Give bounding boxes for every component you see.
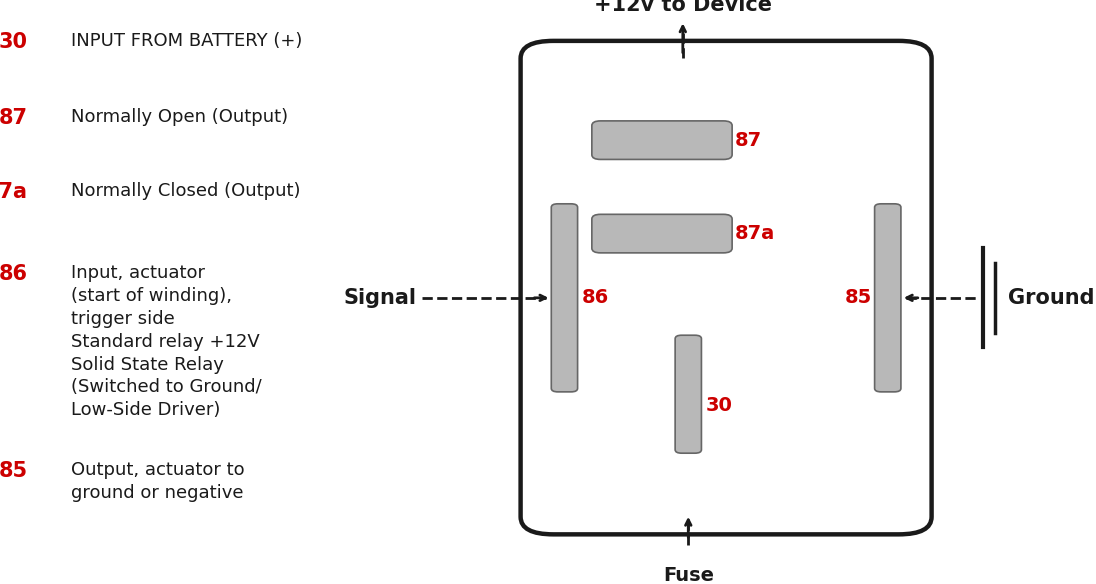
Text: Normally Closed (Output): Normally Closed (Output) [71, 182, 300, 200]
Text: 85: 85 [845, 288, 872, 307]
Text: +12v to Device: +12v to Device [594, 0, 772, 15]
FancyBboxPatch shape [592, 214, 732, 253]
Text: 86: 86 [582, 288, 609, 307]
Text: 87a: 87a [0, 182, 27, 202]
Text: Signal: Signal [343, 288, 416, 308]
Text: Ground: Ground [1008, 288, 1095, 308]
Text: 86: 86 [0, 264, 27, 284]
Text: 87a: 87a [734, 224, 775, 243]
Text: 85: 85 [0, 461, 27, 481]
FancyBboxPatch shape [592, 121, 732, 159]
FancyBboxPatch shape [875, 204, 901, 392]
FancyBboxPatch shape [551, 204, 578, 392]
Text: Normally Open (Output): Normally Open (Output) [71, 108, 288, 126]
Text: 87: 87 [734, 131, 762, 150]
Text: 30: 30 [706, 397, 733, 415]
Text: Output, actuator to
ground or negative: Output, actuator to ground or negative [71, 461, 244, 502]
Text: 87: 87 [0, 108, 27, 128]
Text: Fuse: Fuse [663, 566, 713, 584]
Text: INPUT FROM BATTERY (+): INPUT FROM BATTERY (+) [71, 32, 302, 50]
Text: 30: 30 [0, 32, 27, 52]
Text: Input, actuator
(start of winding),
trigger side
Standard relay +12V
Solid State: Input, actuator (start of winding), trig… [71, 264, 262, 419]
FancyBboxPatch shape [675, 335, 701, 453]
